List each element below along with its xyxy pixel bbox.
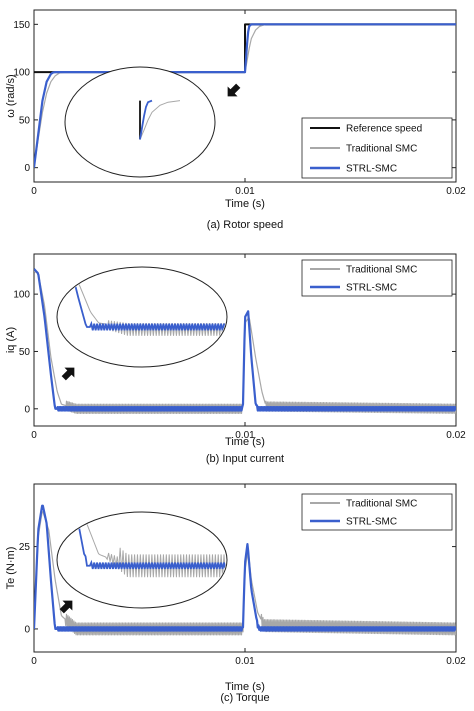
x-tick-label: 0.01 (235, 186, 255, 197)
chart-panel-2: 0 0.01 0.02 0 25 Time (s) Te (N·m) (c) Torque Tr… (5, 483, 466, 704)
x-tick-label: 0.01 (235, 430, 255, 441)
series-line-strl-smc (34, 268, 456, 412)
y-axis-label: ω (rad/s) (5, 74, 17, 117)
y-tick-label: 150 (13, 20, 30, 31)
x-tick-label: 0 (31, 430, 37, 441)
legend: Traditional SMC STRL-SMC (301, 259, 453, 297)
x-tick-label: 0.02 (446, 656, 466, 667)
zoom-inset-ellipse (56, 266, 228, 368)
arrow-icon (227, 83, 241, 97)
arrow-icon-shape (59, 600, 73, 614)
zoom-inset (64, 66, 216, 178)
zoom-inset (56, 266, 228, 368)
legend: Traditional SMC STRL-SMC (301, 493, 453, 531)
zoom-inset (56, 511, 228, 609)
chart-caption: (a) Rotor speed (207, 219, 283, 231)
x-axis-label: Time (s) (225, 436, 265, 448)
arrow-icon-shape (227, 83, 241, 97)
x-axis-label: Time (s) (225, 198, 265, 210)
y-tick-label: 100 (13, 68, 30, 79)
y-tick-label: 25 (19, 542, 31, 553)
y-tick-label: 0 (24, 404, 30, 415)
chart-panel-1: 0 0.01 0.02 0 50 100 Time (s) iq (A) (b) Input c… (5, 253, 466, 465)
legend-label: STRL-SMC (346, 164, 397, 175)
y-tick-label: 50 (19, 347, 31, 358)
y-tick-label: 100 (13, 290, 30, 301)
chart-caption: (b) Input current (206, 453, 284, 465)
legend-label: Traditional SMC (346, 144, 417, 155)
arrow-icon (61, 367, 75, 381)
legend: Reference speed Traditional SMC STRL-SMC (301, 117, 453, 179)
y-tick-label: 0 (24, 163, 30, 174)
legend-label: Traditional SMC (346, 265, 417, 276)
x-tick-label: 0.01 (235, 656, 255, 667)
chart-panel-0: 0 0.01 0.02 0 50 100 150 Time (s) ω (rad/s) (a) R… (5, 9, 466, 231)
zoom-inset-series (58, 268, 226, 336)
arrow-icon-shape (61, 367, 75, 381)
legend-label: Reference speed (346, 124, 422, 135)
x-tick-label: 0 (31, 656, 37, 667)
legend-label: STRL-SMC (346, 517, 397, 528)
y-axis-label: iq (A) (5, 327, 17, 353)
zoom-inset-line (139, 100, 181, 140)
series-line-strl-smc (34, 23, 456, 168)
x-axis-label: Time (s) (225, 681, 265, 693)
legend-box (301, 259, 453, 297)
x-tick-label: 0.02 (446, 430, 466, 441)
zoom-inset-line (58, 268, 226, 331)
legend-box (301, 493, 453, 531)
zoom-inset-ellipse (56, 511, 228, 609)
x-tick-label: 0.02 (446, 186, 466, 197)
chart-caption: (c) Torque (220, 692, 269, 704)
y-tick-label: 50 (19, 115, 31, 126)
series-group (34, 504, 456, 636)
zoom-inset-line (58, 513, 226, 570)
x-tick-label: 0 (31, 186, 37, 197)
y-axis-label: Te (N·m) (5, 547, 17, 590)
y-tick-label: 0 (24, 624, 30, 635)
arrow-icon (59, 600, 73, 614)
series-group (34, 268, 456, 414)
zoom-inset-line (139, 99, 153, 140)
legend-label: STRL-SMC (346, 283, 397, 294)
zoom-inset-series (139, 99, 181, 140)
legend-label: Traditional SMC (346, 499, 417, 510)
series-line-strl-smc (34, 504, 456, 632)
